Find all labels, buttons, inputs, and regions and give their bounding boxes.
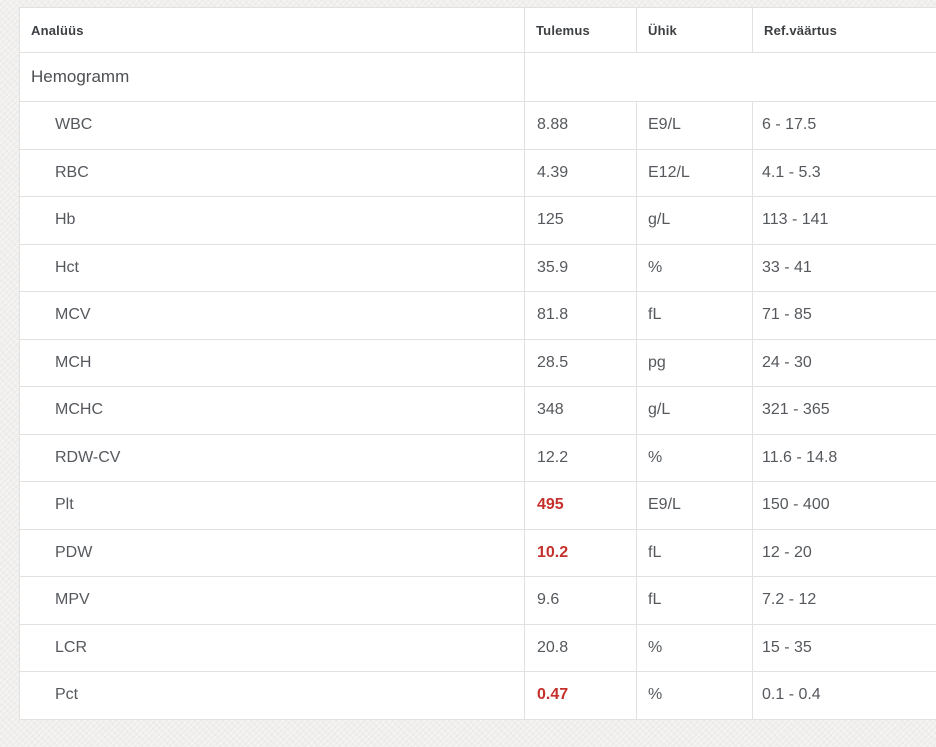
unit-value: fL xyxy=(636,291,753,340)
analyte-name: Plt xyxy=(19,481,525,530)
unit-value: % xyxy=(636,243,753,292)
result-row: MPV 9.6 fL 7.2 - 12 xyxy=(19,576,936,625)
reference-range: 15 - 35 xyxy=(752,623,936,672)
analyte-name: MCH xyxy=(19,338,525,387)
result-value: 9.6 xyxy=(524,576,637,625)
unit-value: E12/L xyxy=(636,148,753,197)
unit-value: % xyxy=(636,433,753,482)
analyte-name: RBC xyxy=(19,148,525,197)
result-row: MCV 81.8 fL 71 - 85 xyxy=(19,291,936,340)
reference-range: 150 - 400 xyxy=(752,481,936,530)
reference-range: 113 - 141 xyxy=(752,196,936,245)
result-value: 0.47 xyxy=(524,671,637,720)
analyte-name: MPV xyxy=(19,576,525,625)
result-value: 20.8 xyxy=(524,623,637,672)
analyte-name: Hct xyxy=(19,243,525,292)
result-value: 348 xyxy=(524,386,637,435)
panel-group-label: Hemogramm xyxy=(19,52,525,102)
result-value: 12.2 xyxy=(524,433,637,482)
result-row: Pct 0.47 % 0.1 - 0.4 xyxy=(19,671,936,720)
table-header: Analüüs Tulemus Ühik Ref.väärtus xyxy=(19,7,936,53)
result-value: 10.2 xyxy=(524,528,637,577)
result-row: MCH 28.5 pg 24 - 30 xyxy=(19,338,936,387)
reference-range: 6 - 17.5 xyxy=(752,101,936,150)
analyte-name: Hb xyxy=(19,196,525,245)
column-header-ref: Ref.väärtus xyxy=(752,7,936,53)
result-value: 81.8 xyxy=(524,291,637,340)
result-row: LCR 20.8 % 15 - 35 xyxy=(19,623,936,672)
analyte-name: Pct xyxy=(19,671,525,720)
unit-value: fL xyxy=(636,576,753,625)
result-value: 125 xyxy=(524,196,637,245)
reference-range: 24 - 30 xyxy=(752,338,936,387)
panel-group-spacer xyxy=(524,52,936,102)
analyte-name: MCV xyxy=(19,291,525,340)
analyte-name: RDW-CV xyxy=(19,433,525,482)
unit-value: fL xyxy=(636,528,753,577)
unit-value: % xyxy=(636,623,753,672)
result-row: RBC 4.39 E12/L 4.1 - 5.3 xyxy=(19,148,936,197)
result-row: Hct 35.9 % 33 - 41 xyxy=(19,243,936,292)
analyte-name: LCR xyxy=(19,623,525,672)
result-row: PDW 10.2 fL 12 - 20 xyxy=(19,528,936,577)
panel-group-row: Hemogramm xyxy=(19,52,936,102)
reference-range: 4.1 - 5.3 xyxy=(752,148,936,197)
reference-range: 0.1 - 0.4 xyxy=(752,671,936,720)
unit-value: E9/L xyxy=(636,481,753,530)
reference-range: 71 - 85 xyxy=(752,291,936,340)
reference-range: 7.2 - 12 xyxy=(752,576,936,625)
unit-value: g/L xyxy=(636,386,753,435)
column-header-unit: Ühik xyxy=(636,7,753,53)
results-body: Hemogramm WBC 8.88 E9/L 6 - 17.5 RBC 4.3… xyxy=(19,52,936,720)
reference-range: 321 - 365 xyxy=(752,386,936,435)
result-row: RDW-CV 12.2 % 11.6 - 14.8 xyxy=(19,433,936,482)
analyte-name: WBC xyxy=(19,101,525,150)
lab-results-panel: Analüüs Tulemus Ühik Ref.väärtus Hemogra… xyxy=(19,7,936,720)
lab-results-table: Analüüs Tulemus Ühik Ref.väärtus Hemogra… xyxy=(19,7,936,720)
reference-range: 11.6 - 14.8 xyxy=(752,433,936,482)
analyte-name: MCHC xyxy=(19,386,525,435)
reference-range: 33 - 41 xyxy=(752,243,936,292)
table-header-row: Analüüs Tulemus Ühik Ref.väärtus xyxy=(19,7,936,53)
result-value: 495 xyxy=(524,481,637,530)
column-header-result: Tulemus xyxy=(524,7,637,53)
unit-value: g/L xyxy=(636,196,753,245)
result-value: 28.5 xyxy=(524,338,637,387)
result-value: 4.39 xyxy=(524,148,637,197)
unit-value: % xyxy=(636,671,753,720)
result-row: Hb 125 g/L 113 - 141 xyxy=(19,196,936,245)
analyte-name: PDW xyxy=(19,528,525,577)
result-row: MCHC 348 g/L 321 - 365 xyxy=(19,386,936,435)
unit-value: pg xyxy=(636,338,753,387)
column-header-analyte: Analüüs xyxy=(19,7,525,53)
result-row: Plt 495 E9/L 150 - 400 xyxy=(19,481,936,530)
reference-range: 12 - 20 xyxy=(752,528,936,577)
result-value: 35.9 xyxy=(524,243,637,292)
result-row: WBC 8.88 E9/L 6 - 17.5 xyxy=(19,101,936,150)
result-value: 8.88 xyxy=(524,101,637,150)
unit-value: E9/L xyxy=(636,101,753,150)
